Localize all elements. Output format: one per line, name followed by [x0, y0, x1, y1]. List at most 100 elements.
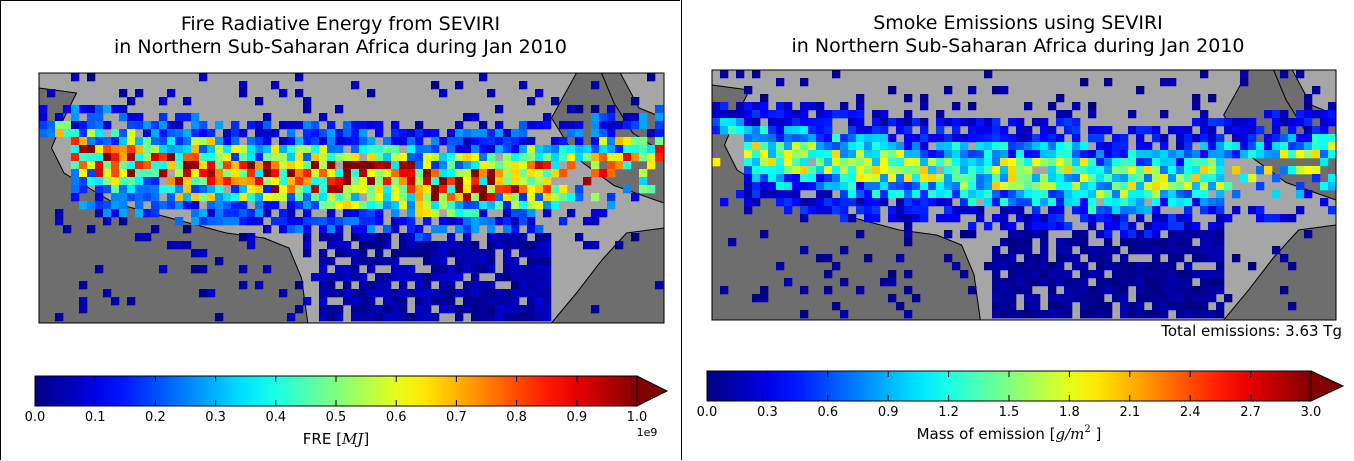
heatmap-cell [111, 129, 120, 138]
heatmap-cell [271, 145, 280, 154]
heatmap-cell [936, 158, 945, 167]
heatmap-cell [912, 158, 921, 167]
heatmap-cell [1056, 118, 1065, 127]
heatmap-cell [984, 182, 993, 191]
heatmap-cell [824, 118, 833, 127]
heatmap-cell [1192, 190, 1201, 199]
heatmap-cell [936, 142, 945, 151]
heatmap-cell [1224, 118, 1233, 127]
heatmap-cell [1224, 182, 1233, 191]
heatmap-cell [183, 201, 192, 210]
heatmap-cell [1312, 110, 1321, 119]
heatmap-cell [55, 113, 64, 122]
heatmap-cell [1040, 246, 1049, 255]
heatmap-cell [784, 206, 793, 215]
heatmap-cell [1096, 166, 1105, 175]
heatmap-cell [1120, 238, 1129, 247]
heatmap-cell [992, 302, 1001, 311]
heatmap-cell [1272, 126, 1281, 135]
heatmap-cell [479, 217, 488, 226]
heatmap-cell [607, 153, 616, 162]
heatmap-cell [1288, 214, 1297, 223]
heatmap-cell [127, 297, 136, 306]
heatmap-cell [503, 217, 512, 226]
heatmap-cell [1056, 166, 1065, 175]
heatmap-cell [575, 129, 584, 138]
heatmap-cell [255, 177, 264, 186]
heatmap-cell [87, 201, 96, 210]
heatmap-cell [543, 313, 552, 322]
heatmap-cell [119, 129, 128, 138]
heatmap-cell [992, 118, 1001, 127]
heatmap-cell [1128, 238, 1137, 247]
heatmap-cell [1040, 238, 1049, 247]
heatmap-cell [415, 129, 424, 138]
heatmap-cell [1120, 150, 1129, 159]
heatmap-cell [760, 230, 769, 239]
heatmap-cell [247, 153, 256, 162]
heatmap-cell [784, 142, 793, 151]
heatmap-cell [447, 161, 456, 170]
heatmap-cell [79, 105, 88, 114]
heatmap-cell [1312, 86, 1321, 95]
heatmap-cell [327, 145, 336, 154]
heatmap-cell [856, 190, 865, 199]
heatmap-cell [1208, 254, 1217, 263]
heatmap-cell [271, 153, 280, 162]
heatmap-cell [343, 273, 352, 282]
heatmap-cell [151, 137, 160, 146]
heatmap-cell [431, 241, 440, 250]
heatmap-cell [1160, 182, 1169, 191]
heatmap-cell [968, 118, 977, 127]
heatmap-cell [199, 265, 208, 274]
heatmap-cell [1040, 134, 1049, 143]
heatmap-cell [720, 286, 729, 295]
heatmap-cell [992, 254, 1001, 263]
heatmap-cell [1168, 286, 1177, 295]
heatmap-cell [1176, 174, 1185, 183]
heatmap-cell [487, 281, 496, 290]
heatmap-cell [415, 281, 424, 290]
heatmap-cell [1000, 214, 1009, 223]
heatmap-cell [936, 182, 945, 191]
heatmap-cell [103, 153, 112, 162]
heatmap-cell [1216, 206, 1225, 215]
heatmap-cell [848, 182, 857, 191]
heatmap-cell [888, 182, 897, 191]
heatmap-cell [311, 129, 320, 138]
heatmap-cell [239, 153, 248, 162]
heatmap-cell [800, 126, 809, 135]
heatmap-cell [87, 113, 96, 122]
heatmap-cell [367, 153, 376, 162]
heatmap-cell [191, 193, 200, 202]
heatmap-cell [1168, 302, 1177, 311]
heatmap-cell [824, 182, 833, 191]
heatmap-cell [519, 137, 528, 146]
heatmap-cell [1200, 302, 1209, 311]
heatmap-cell [319, 129, 328, 138]
heatmap-cell [1288, 126, 1297, 135]
heatmap-cell [287, 193, 296, 202]
heatmap-cell [864, 198, 873, 207]
heatmap-cell [503, 313, 512, 322]
heatmap-cell [1064, 254, 1073, 263]
heatmap-cell [511, 137, 520, 146]
colorbar-tick-label: 3.0 [1301, 405, 1322, 420]
colorbar-tick-label: 0.6 [817, 405, 838, 420]
total-emissions-annotation: Total emissions: 3.63 Tg [1161, 322, 1342, 340]
heatmap-cell [1048, 262, 1057, 271]
heatmap-cell [215, 121, 224, 130]
heatmap-cell [1088, 102, 1097, 111]
heatmap-cell [607, 137, 616, 146]
heatmap-cell [920, 134, 929, 143]
heatmap-cell [519, 249, 528, 258]
heatmap-cell [255, 137, 264, 146]
heatmap-cell [319, 201, 328, 210]
heatmap-cell [768, 158, 777, 167]
heatmap-cell [1088, 310, 1097, 319]
heatmap-cell [992, 198, 1001, 207]
heatmap-cell [479, 265, 488, 274]
heatmap-cell [143, 209, 152, 218]
heatmap-cell [367, 193, 376, 202]
